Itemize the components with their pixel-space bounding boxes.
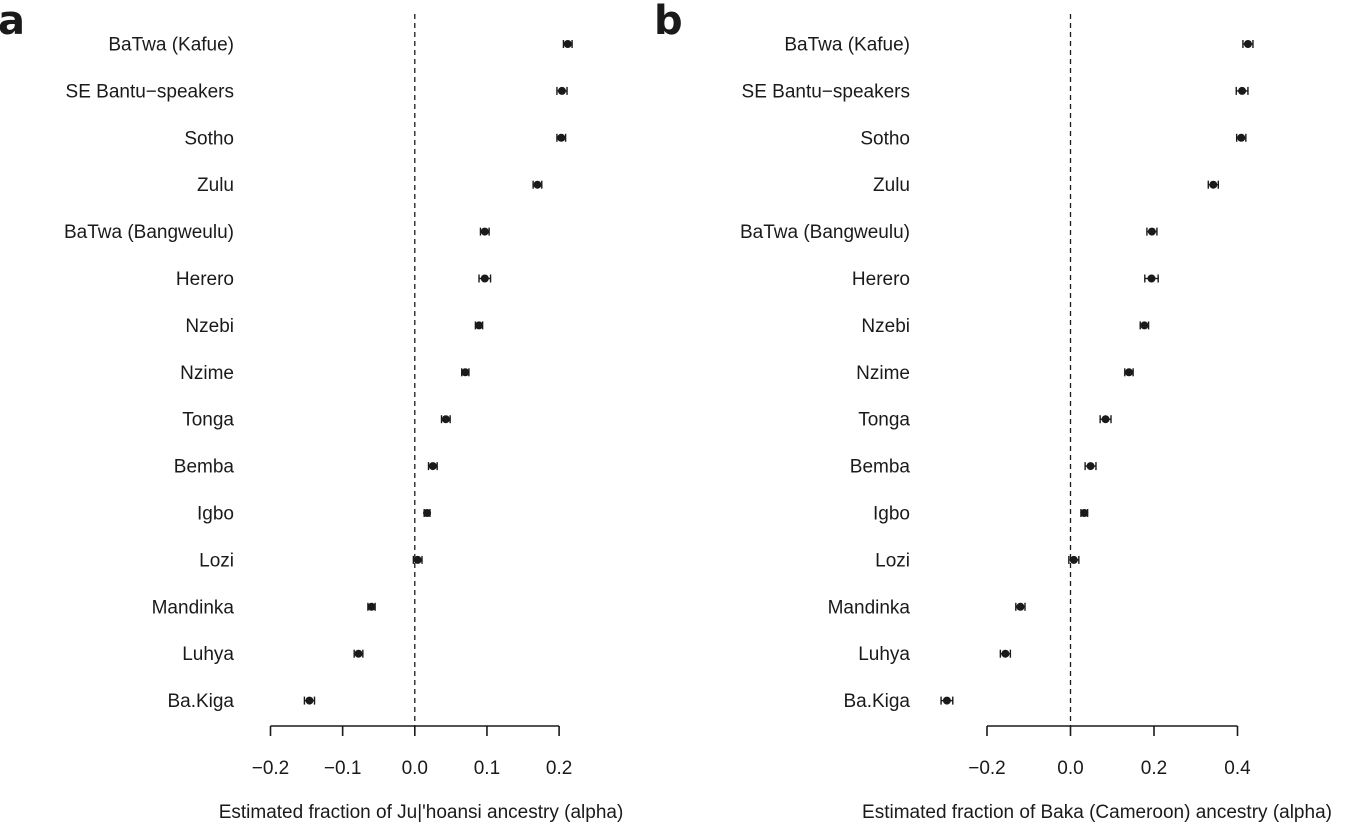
x-axis-title: Estimated fraction of Baka (Cameroon) an… [862, 802, 1332, 823]
population-label: SE Bantu−speakers [66, 81, 234, 102]
population-label: Sotho [184, 128, 234, 149]
x-tick-label: −0.2 [968, 758, 1006, 779]
data-point [1147, 227, 1156, 236]
population-label: BaTwa (Bangweulu) [740, 222, 910, 243]
x-tick-label: 0.2 [1141, 758, 1167, 779]
population-label: Herero [852, 269, 910, 290]
population-label: Zulu [197, 175, 234, 196]
data-point [1016, 602, 1025, 611]
population-label: Tonga [858, 410, 910, 431]
panel-letter: a [0, 0, 25, 44]
data-point [1124, 368, 1133, 377]
data-point [1209, 180, 1218, 189]
population-label: BaTwa (Kafue) [784, 35, 910, 56]
data-point [413, 555, 422, 564]
data-point [1238, 86, 1247, 95]
population-label: Bemba [174, 457, 235, 478]
population-label: Igbo [197, 504, 234, 525]
data-point [441, 415, 450, 424]
data-point [1080, 509, 1089, 517]
population-label: Ba.Kiga [843, 691, 910, 712]
data-point [1147, 274, 1156, 283]
data-point [354, 649, 363, 658]
data-point [533, 180, 542, 189]
data-point [557, 86, 566, 95]
data-point [1140, 321, 1149, 330]
data-point [367, 602, 376, 611]
population-label: Mandinka [828, 597, 911, 618]
population-label: Luhya [182, 644, 234, 665]
population-label: Zulu [873, 175, 910, 196]
population-label: Nzebi [861, 316, 910, 337]
x-tick-label: 0.2 [546, 758, 572, 779]
population-label: Luhya [858, 644, 910, 665]
data-point [557, 133, 566, 142]
population-label: SE Bantu−speakers [742, 81, 910, 102]
data-point [942, 696, 951, 705]
population-label: Mandinka [152, 597, 235, 618]
population-label: Nzime [856, 363, 910, 384]
population-label: Ba.Kiga [167, 691, 234, 712]
population-label: Nzebi [185, 316, 234, 337]
population-label: Nzime [180, 363, 234, 384]
data-point [305, 696, 314, 705]
x-tick-label: 0.1 [474, 758, 500, 779]
data-point [428, 462, 437, 471]
population-label: Sotho [860, 128, 910, 149]
data-point [475, 321, 484, 330]
data-point [1086, 462, 1095, 471]
panel-b-ancestry-chart: b BaTwa (Kafue) SE Bantu−speakers Sotho Zulu… [654, 0, 1332, 823]
x-tick-label: −0.1 [324, 758, 362, 779]
population-label: Bemba [850, 457, 911, 478]
x-tick-label: 0.0 [1057, 758, 1083, 779]
data-point [1237, 133, 1246, 142]
population-label: Tonga [182, 410, 234, 431]
data-point [461, 368, 470, 377]
population-label: Lozi [875, 550, 910, 571]
data-point [423, 509, 432, 517]
data-point [1243, 40, 1252, 48]
x-tick-label: −0.2 [252, 758, 290, 779]
population-label: BaTwa (Bangweulu) [64, 222, 234, 243]
population-label: Herero [176, 269, 234, 290]
population-label: Igbo [873, 504, 910, 525]
data-point [480, 274, 489, 283]
data-point [563, 40, 572, 48]
x-axis-title: Estimated fraction of Ju|'hoansi ancestr… [219, 802, 624, 823]
data-point [1069, 555, 1078, 564]
population-label: BaTwa (Kafue) [108, 35, 234, 56]
data-point [1001, 649, 1010, 658]
population-label: Lozi [199, 550, 234, 571]
panel-a-ancestry-chart: a BaTwa (Kafue) SE Bantu−speakers Sotho Zulu… [0, 0, 623, 823]
data-point [1101, 415, 1110, 424]
panel-letter: b [654, 0, 683, 44]
data-point [480, 227, 489, 236]
x-tick-label: 0.4 [1224, 758, 1251, 779]
x-tick-label: 0.0 [402, 758, 428, 779]
